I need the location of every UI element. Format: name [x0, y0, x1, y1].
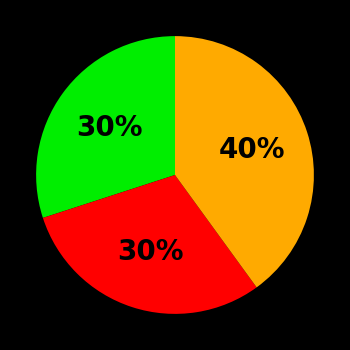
Text: 30%: 30%	[77, 114, 143, 142]
Wedge shape	[43, 175, 257, 314]
Wedge shape	[175, 36, 314, 287]
Text: 30%: 30%	[117, 238, 183, 266]
Wedge shape	[36, 36, 175, 218]
Text: 40%: 40%	[218, 136, 285, 164]
